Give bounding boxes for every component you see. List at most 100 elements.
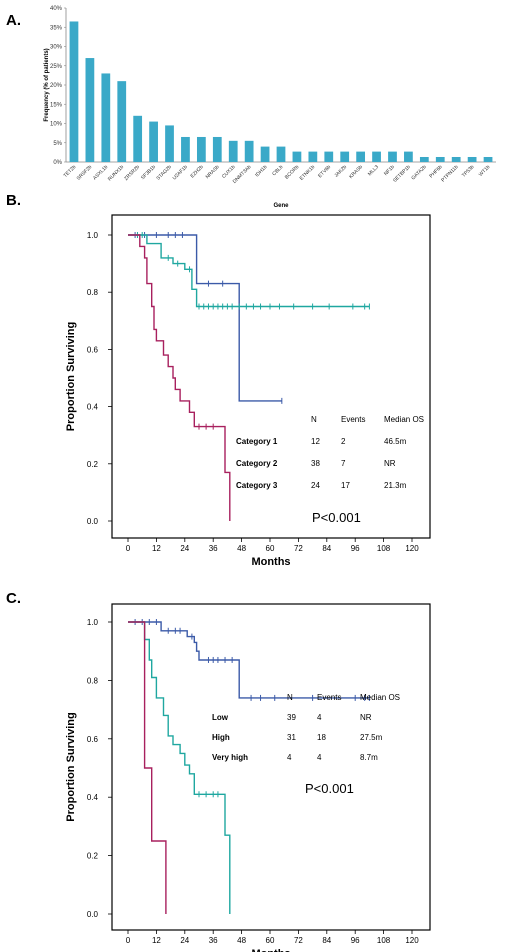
bar xyxy=(404,151,413,162)
x-tick-label: 12 xyxy=(152,936,161,945)
bar xyxy=(435,156,445,162)
gene-label: MLL3 xyxy=(367,164,380,177)
table-row-n: 4 xyxy=(287,753,292,762)
y-tick-label: 0.4 xyxy=(87,403,99,412)
gene-label: RUNX1b xyxy=(107,164,125,182)
panel-label-a: A. xyxy=(6,12,21,29)
panel-label-c: C. xyxy=(6,590,21,607)
table-row-n: 24 xyxy=(311,481,320,490)
gene-label: SETBP1b xyxy=(392,164,412,184)
gene-label: U2AF1b xyxy=(172,164,189,181)
x-axis-title: Months xyxy=(251,948,290,952)
p-value: P<0.001 xyxy=(312,510,361,525)
table-row-median: NR xyxy=(360,713,372,722)
table-row-events: 7 xyxy=(341,459,346,468)
x-tick-label: 108 xyxy=(377,936,391,945)
gene-label: CBLb xyxy=(271,164,284,177)
table-row-label: Very high xyxy=(212,753,248,762)
x-tick-label: 120 xyxy=(405,936,419,945)
km-chart-category: 0.00.20.40.60.81.00 12 24 36 48 60 72 84 96 108 12… xyxy=(65,214,431,568)
y-tick-label: 0.8 xyxy=(87,676,99,685)
p-value: P<0.001 xyxy=(305,781,354,796)
x-tick-label: 96 xyxy=(351,936,360,945)
x-tick-label: 0 xyxy=(126,544,131,553)
y-tick-label: 1.0 xyxy=(87,618,99,627)
table-row-events: 4 xyxy=(317,753,322,762)
bar xyxy=(212,136,222,162)
y-tick-label: 0.0 xyxy=(87,517,99,526)
y-tick-label: 40% xyxy=(50,6,63,12)
y-tick-label: 35% xyxy=(50,25,63,31)
x-tick-label: 12 xyxy=(152,544,161,553)
gene-label: IDH1b xyxy=(254,164,268,178)
bar xyxy=(181,136,190,162)
bar xyxy=(117,81,127,162)
table-header-n: N xyxy=(311,415,317,424)
table-row-median: 27.5m xyxy=(360,733,383,742)
survival-curve xyxy=(128,234,231,521)
bar xyxy=(308,151,318,162)
km-chart-risk: 0.0 0.2 0.4 0.6 0.8 1.0 0 12 24 36 48 60 72 84 96 108 12… xyxy=(65,603,431,952)
x-tick-label: 84 xyxy=(322,936,331,945)
x-tick-label: 108 xyxy=(377,544,391,553)
x-tick-label: 84 xyxy=(322,544,331,553)
survival-curve xyxy=(128,621,167,914)
y-tick-label: 30% xyxy=(50,45,63,51)
x-tick-label: 36 xyxy=(209,936,218,945)
gene-label: WT1b xyxy=(478,164,492,178)
table-row-median: 46.5m xyxy=(384,437,407,446)
gene-label: SF3B1b xyxy=(140,164,157,181)
gene-label: STAG2b xyxy=(155,164,173,182)
bar xyxy=(69,21,79,162)
bar xyxy=(451,156,461,162)
y-tick-label: 0.4 xyxy=(87,793,99,802)
y-axis-title: Proportion Surviving xyxy=(65,712,77,821)
survival-curve xyxy=(128,621,370,699)
table-row-n: 39 xyxy=(287,713,296,722)
survival-curve xyxy=(128,234,370,308)
bar xyxy=(388,151,397,162)
table-row-n: 38 xyxy=(311,459,320,468)
bar xyxy=(324,151,334,162)
bar xyxy=(372,151,381,162)
bar xyxy=(244,140,254,162)
table-header-n: N xyxy=(287,693,293,702)
x-tick-label: 48 xyxy=(237,544,246,553)
bar xyxy=(340,151,350,162)
gene-label: GATA2b xyxy=(410,164,427,181)
x-tick-label: 48 xyxy=(237,936,246,945)
table-header-events: Events xyxy=(341,415,365,424)
bar xyxy=(467,156,477,162)
gene-label: ZRSR2b xyxy=(123,164,141,182)
bar xyxy=(85,58,95,162)
table-row-label: Category 2 xyxy=(236,459,278,468)
y-tick-label: 20% xyxy=(50,83,63,89)
x-tick-label: 0 xyxy=(126,936,131,945)
bar xyxy=(276,146,286,162)
y-tick-label: 0.8 xyxy=(87,288,99,297)
plot-frame xyxy=(111,603,431,931)
y-tick-label: 10% xyxy=(50,122,63,128)
table-row-label: Category 1 xyxy=(236,437,278,446)
x-tick-label: 60 xyxy=(266,936,275,945)
bar xyxy=(149,121,158,162)
table-header-events: Events xyxy=(317,693,341,702)
y-tick-label: 25% xyxy=(50,64,63,70)
x-tick-label: 72 xyxy=(294,544,303,553)
bar xyxy=(133,115,143,162)
x-tick-label: 24 xyxy=(180,936,189,945)
y-tick-label: 0.2 xyxy=(87,852,99,861)
table-row-median: 21.3m xyxy=(384,481,407,490)
y-axis-title: Proportion Surviving xyxy=(65,322,77,431)
x-tick-label: 96 xyxy=(351,544,360,553)
y-tick-label: 1.0 xyxy=(87,231,99,240)
table-row-label: High xyxy=(212,733,230,742)
table-row-n: 31 xyxy=(287,733,296,742)
y-tick-label: 0.0 xyxy=(87,910,99,919)
bar xyxy=(228,140,238,162)
gene-label: SRSF2b xyxy=(76,164,94,182)
table-row-events: 18 xyxy=(317,733,326,742)
table-header-median: Median OS xyxy=(360,693,400,702)
x-axis-title: Gene xyxy=(273,203,289,209)
panel-label-b: B. xyxy=(6,192,21,209)
